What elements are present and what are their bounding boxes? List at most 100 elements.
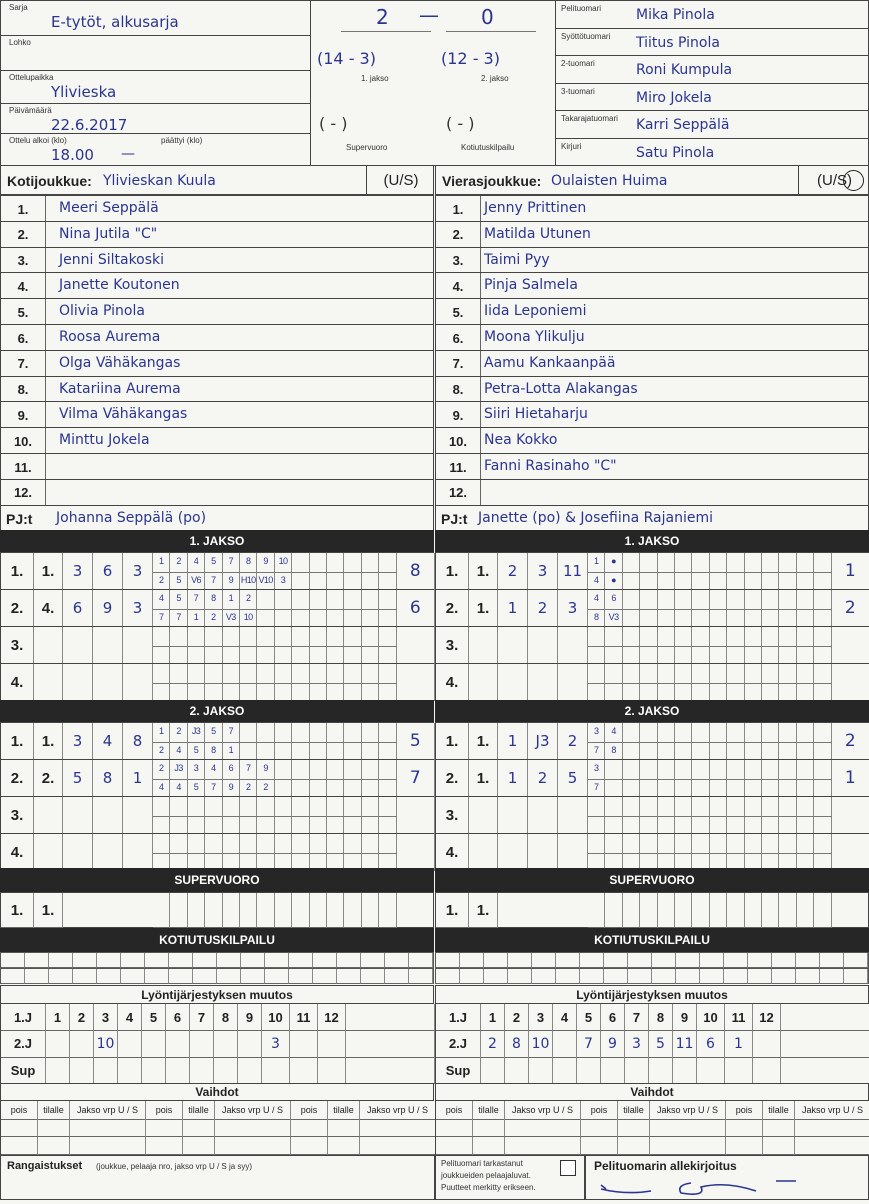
kotiutus-cell[interactable] (796, 953, 820, 968)
kotiutus-cell[interactable] (361, 953, 385, 968)
score-cell[interactable] (63, 664, 93, 701)
score-cell[interactable]: 1 (498, 760, 528, 797)
score-cell[interactable]: 2 (558, 723, 588, 760)
vaihdot-cell[interactable] (360, 1119, 436, 1137)
lineup-cell[interactable]: 1 (46, 1004, 70, 1031)
kotiutus-cell[interactable] (820, 969, 844, 984)
score-cell[interactable] (93, 797, 123, 834)
grid-cell[interactable] (640, 893, 658, 928)
lineup-cell[interactable] (649, 1057, 673, 1084)
lineup-cell[interactable] (625, 1057, 649, 1084)
player-name[interactable]: Katariina Aurema (59, 380, 181, 397)
official-name[interactable]: Tiitus Pinola (636, 34, 720, 51)
inning-number[interactable] (469, 797, 498, 834)
lineup-cell[interactable]: 1 (481, 1004, 505, 1031)
grid-cell[interactable] (327, 893, 345, 928)
score-cell[interactable]: 9 (93, 590, 123, 627)
vaihdot-cell[interactable] (328, 1119, 360, 1137)
player-name[interactable]: Meeri Seppälä (59, 200, 159, 216)
score-cell[interactable] (93, 664, 123, 701)
row-total[interactable] (831, 834, 869, 871)
vaihdot-cell[interactable] (1, 1137, 38, 1155)
lineup-cell[interactable] (577, 1057, 601, 1084)
lineup-cell[interactable] (601, 1057, 625, 1084)
kotiutus-cell[interactable] (652, 953, 676, 968)
lineup-cell[interactable] (46, 1030, 70, 1058)
kotiutus-cell[interactable] (217, 953, 241, 968)
field-value[interactable]: — (121, 146, 135, 162)
player-name[interactable]: Janette Koutonen (59, 277, 180, 294)
grid-cell[interactable] (205, 893, 223, 928)
lineup-cell[interactable]: 5 (649, 1030, 673, 1058)
kotiutus-cell[interactable] (169, 969, 193, 984)
lineup-cell[interactable] (190, 1057, 214, 1084)
player-name[interactable]: Nina Jutila "C" (59, 225, 158, 242)
score-cell[interactable] (528, 834, 558, 871)
supervuoro-cell[interactable]: 1. (34, 893, 63, 928)
lineup-cell[interactable] (781, 1004, 869, 1031)
supervuoro-cell[interactable]: 1. (1, 893, 34, 928)
kotiutus-cell[interactable] (121, 969, 145, 984)
score-cell[interactable]: 5 (558, 760, 588, 797)
kotiutus-cell[interactable] (169, 953, 193, 968)
kotiutus-cell[interactable] (361, 969, 385, 984)
grid-cell[interactable] (309, 893, 327, 928)
lineup-cell[interactable]: 8 (214, 1004, 238, 1031)
kotiutus-cell[interactable] (289, 969, 313, 984)
kotiutus-cell[interactable] (484, 969, 508, 984)
score-cell[interactable]: 6 (93, 553, 123, 590)
lineup-cell[interactable]: 8 (649, 1004, 673, 1031)
score-cell[interactable]: 3 (63, 553, 93, 590)
player-name[interactable]: Taimi Pyy (484, 251, 550, 268)
kotiutus-cell[interactable] (25, 953, 49, 968)
inning-number[interactable]: 1. (436, 723, 469, 760)
kotiutus-cell[interactable] (49, 969, 73, 984)
inning-number[interactable]: 4. (1, 664, 34, 701)
inning-number[interactable]: 3. (1, 627, 34, 664)
inning-number[interactable]: 1. (469, 723, 498, 760)
lineup-cell[interactable] (262, 1057, 290, 1084)
lineup-cell[interactable]: 9 (601, 1030, 625, 1058)
lineup-cell[interactable] (725, 1057, 753, 1084)
kotiutus-cell[interactable] (313, 953, 337, 968)
lineup-cell[interactable] (346, 1004, 435, 1031)
grid-cell[interactable] (361, 893, 380, 928)
kotiutus-cell[interactable] (73, 953, 97, 968)
grid-cell[interactable] (292, 893, 310, 928)
score-cell[interactable]: 4 (93, 723, 123, 760)
score-cell[interactable]: 1 (498, 590, 528, 627)
kotiutus-cell[interactable] (289, 953, 313, 968)
official-name[interactable]: Karri Seppälä (636, 117, 730, 133)
lineup-cell[interactable] (190, 1030, 214, 1058)
inning-number[interactable]: 2. (436, 760, 469, 797)
score-cell[interactable] (498, 627, 528, 664)
player-name[interactable]: Petra-Lotta Alakangas (484, 380, 638, 397)
official-name[interactable]: Miro Jokela (636, 89, 712, 106)
kotiutus-cell[interactable] (265, 953, 289, 968)
grid-cell[interactable] (762, 893, 780, 928)
lineup-cell[interactable] (94, 1057, 118, 1084)
kotiutus-cell[interactable] (385, 969, 409, 984)
score-cell[interactable]: 6 (63, 590, 93, 627)
official-name[interactable]: Mika Pinola (636, 7, 715, 23)
kotiutus-cell[interactable] (1, 969, 25, 984)
player-name[interactable]: Minttu Jokela (59, 432, 150, 449)
kotiutus-cell[interactable] (49, 953, 73, 968)
kotiutus-cell[interactable] (1, 953, 25, 968)
inning-number[interactable] (34, 627, 63, 664)
vaihdot-cell[interactable] (360, 1137, 436, 1155)
vaihdot-cell[interactable] (581, 1137, 618, 1155)
kotiutus-cell[interactable] (193, 953, 217, 968)
vaihdot-cell[interactable] (473, 1137, 505, 1155)
score-cell[interactable] (93, 834, 123, 871)
kotiutus-cell[interactable] (241, 953, 265, 968)
inning-number[interactable]: 2. (1, 760, 34, 797)
row-total[interactable]: 1 (831, 553, 869, 590)
inning-number[interactable]: 3. (436, 797, 469, 834)
lineup-cell[interactable] (781, 1031, 869, 1058)
vaihdot-cell[interactable] (581, 1119, 618, 1137)
lineup-cell[interactable]: 11 (725, 1004, 753, 1031)
kotiutus-cell[interactable] (532, 969, 556, 984)
score-cell[interactable] (93, 627, 123, 664)
kotiutus-cell[interactable] (25, 969, 49, 984)
